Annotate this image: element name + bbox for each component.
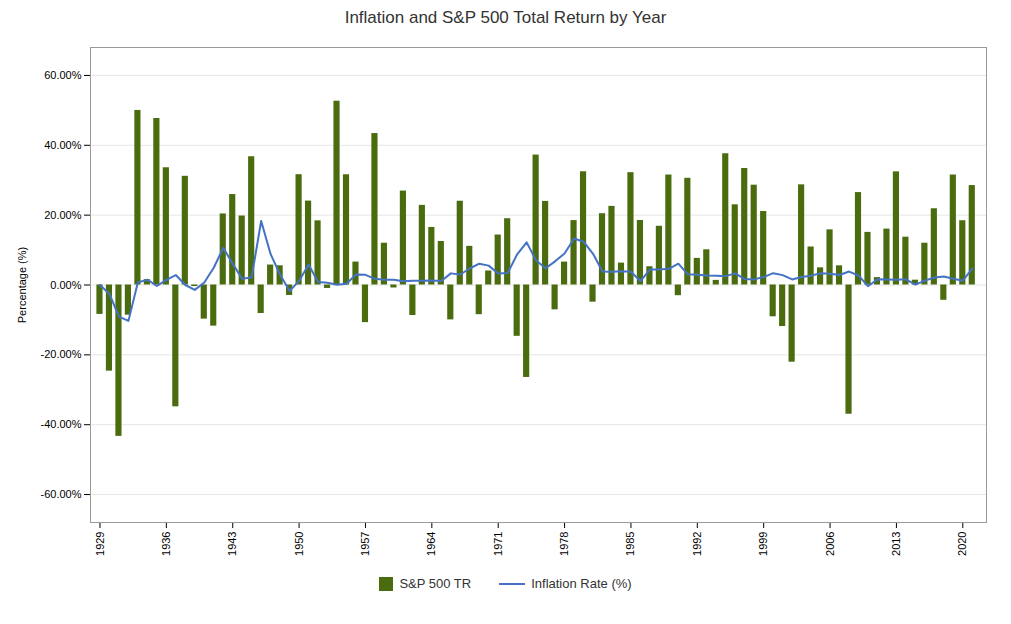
svg-text:Percentage (%): Percentage (%) xyxy=(16,247,28,323)
svg-text:1964: 1964 xyxy=(425,532,437,556)
svg-text:1978: 1978 xyxy=(558,532,570,556)
svg-text:1929: 1929 xyxy=(94,532,106,556)
svg-text:40.00%: 40.00% xyxy=(44,139,82,151)
svg-text:-20.00%: -20.00% xyxy=(41,348,82,360)
svg-text:1950: 1950 xyxy=(293,532,305,556)
svg-text:60.00%: 60.00% xyxy=(44,69,82,81)
svg-text:1971: 1971 xyxy=(492,532,504,556)
svg-text:2006: 2006 xyxy=(824,532,836,556)
svg-text:2013: 2013 xyxy=(890,532,902,556)
svg-text:1985: 1985 xyxy=(624,532,636,556)
svg-text:2020: 2020 xyxy=(956,532,968,556)
svg-text:1992: 1992 xyxy=(691,532,703,556)
svg-text:1943: 1943 xyxy=(226,532,238,556)
html-text:S&P 500 TR: S&P 500 TR xyxy=(399,576,472,591)
svg-text:1936: 1936 xyxy=(160,532,172,556)
svg-text:1957: 1957 xyxy=(359,532,371,556)
svg-text:-40.00%: -40.00% xyxy=(41,418,82,430)
svg-text:0.00%: 0.00% xyxy=(50,279,81,291)
svg-text:1999: 1999 xyxy=(757,532,769,556)
html-text:Inflation Rate (%): Inflation Rate (%) xyxy=(531,576,632,591)
svg-text:20.00%: 20.00% xyxy=(44,209,82,221)
svg-text:-60.00%: -60.00% xyxy=(41,488,82,500)
html-text:Inflation and S&P 500 Total Re: Inflation and S&P 500 Total Return by Ye… xyxy=(344,8,667,27)
